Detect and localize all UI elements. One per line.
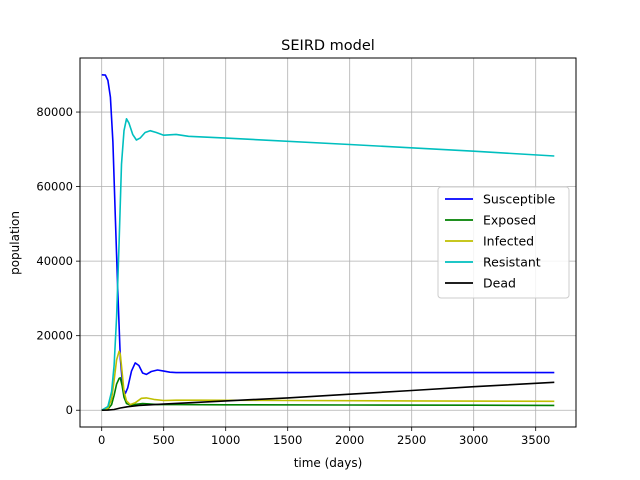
x-tick-label: 3000 [459, 433, 488, 447]
series-line-exposed [101, 376, 555, 411]
y-tick-label: 40000 [36, 254, 73, 268]
legend-label-infected: Infected [483, 234, 534, 249]
x-axis-label: time (days) [294, 456, 363, 470]
x-tick-label: 500 [153, 433, 175, 447]
series-line-susceptible [101, 74, 555, 395]
chart-title: SEIRD model [281, 38, 375, 54]
x-tick-label: 2500 [397, 433, 426, 447]
series-line-dead [101, 381, 555, 411]
x-tick-label: 3500 [521, 433, 550, 447]
series-line-resistant [101, 118, 555, 411]
legend: Susceptible Exposed Infected Resistant Dead [437, 186, 570, 299]
legend-label-susceptible: Susceptible [483, 192, 556, 207]
y-tick-label: 20000 [36, 329, 73, 343]
legend-box [437, 186, 570, 299]
y-tick-label: 80000 [36, 105, 73, 119]
legend-label-dead: Dead [483, 276, 516, 291]
y-tick-label: 0 [66, 403, 73, 417]
legend-label-resistant: Resistant [483, 255, 541, 270]
x-tick-label: 2000 [335, 433, 364, 447]
series-line-infected [101, 350, 555, 411]
x-tick-label: 1000 [211, 433, 240, 447]
y-tick-label: 60000 [36, 180, 73, 194]
legend-label-exposed: Exposed [483, 213, 536, 228]
series-lines [101, 74, 555, 411]
y-axis-label: population [8, 211, 22, 275]
plot-area-frame [79, 57, 577, 428]
x-tick-label: 1500 [273, 433, 302, 447]
x-tick-label: 0 [98, 433, 105, 447]
x-axis-ticks: 0 500 1000 1500 2000 2500 3000 3500 [98, 427, 550, 447]
y-axis-ticks: 0 20000 40000 60000 80000 [36, 105, 80, 417]
